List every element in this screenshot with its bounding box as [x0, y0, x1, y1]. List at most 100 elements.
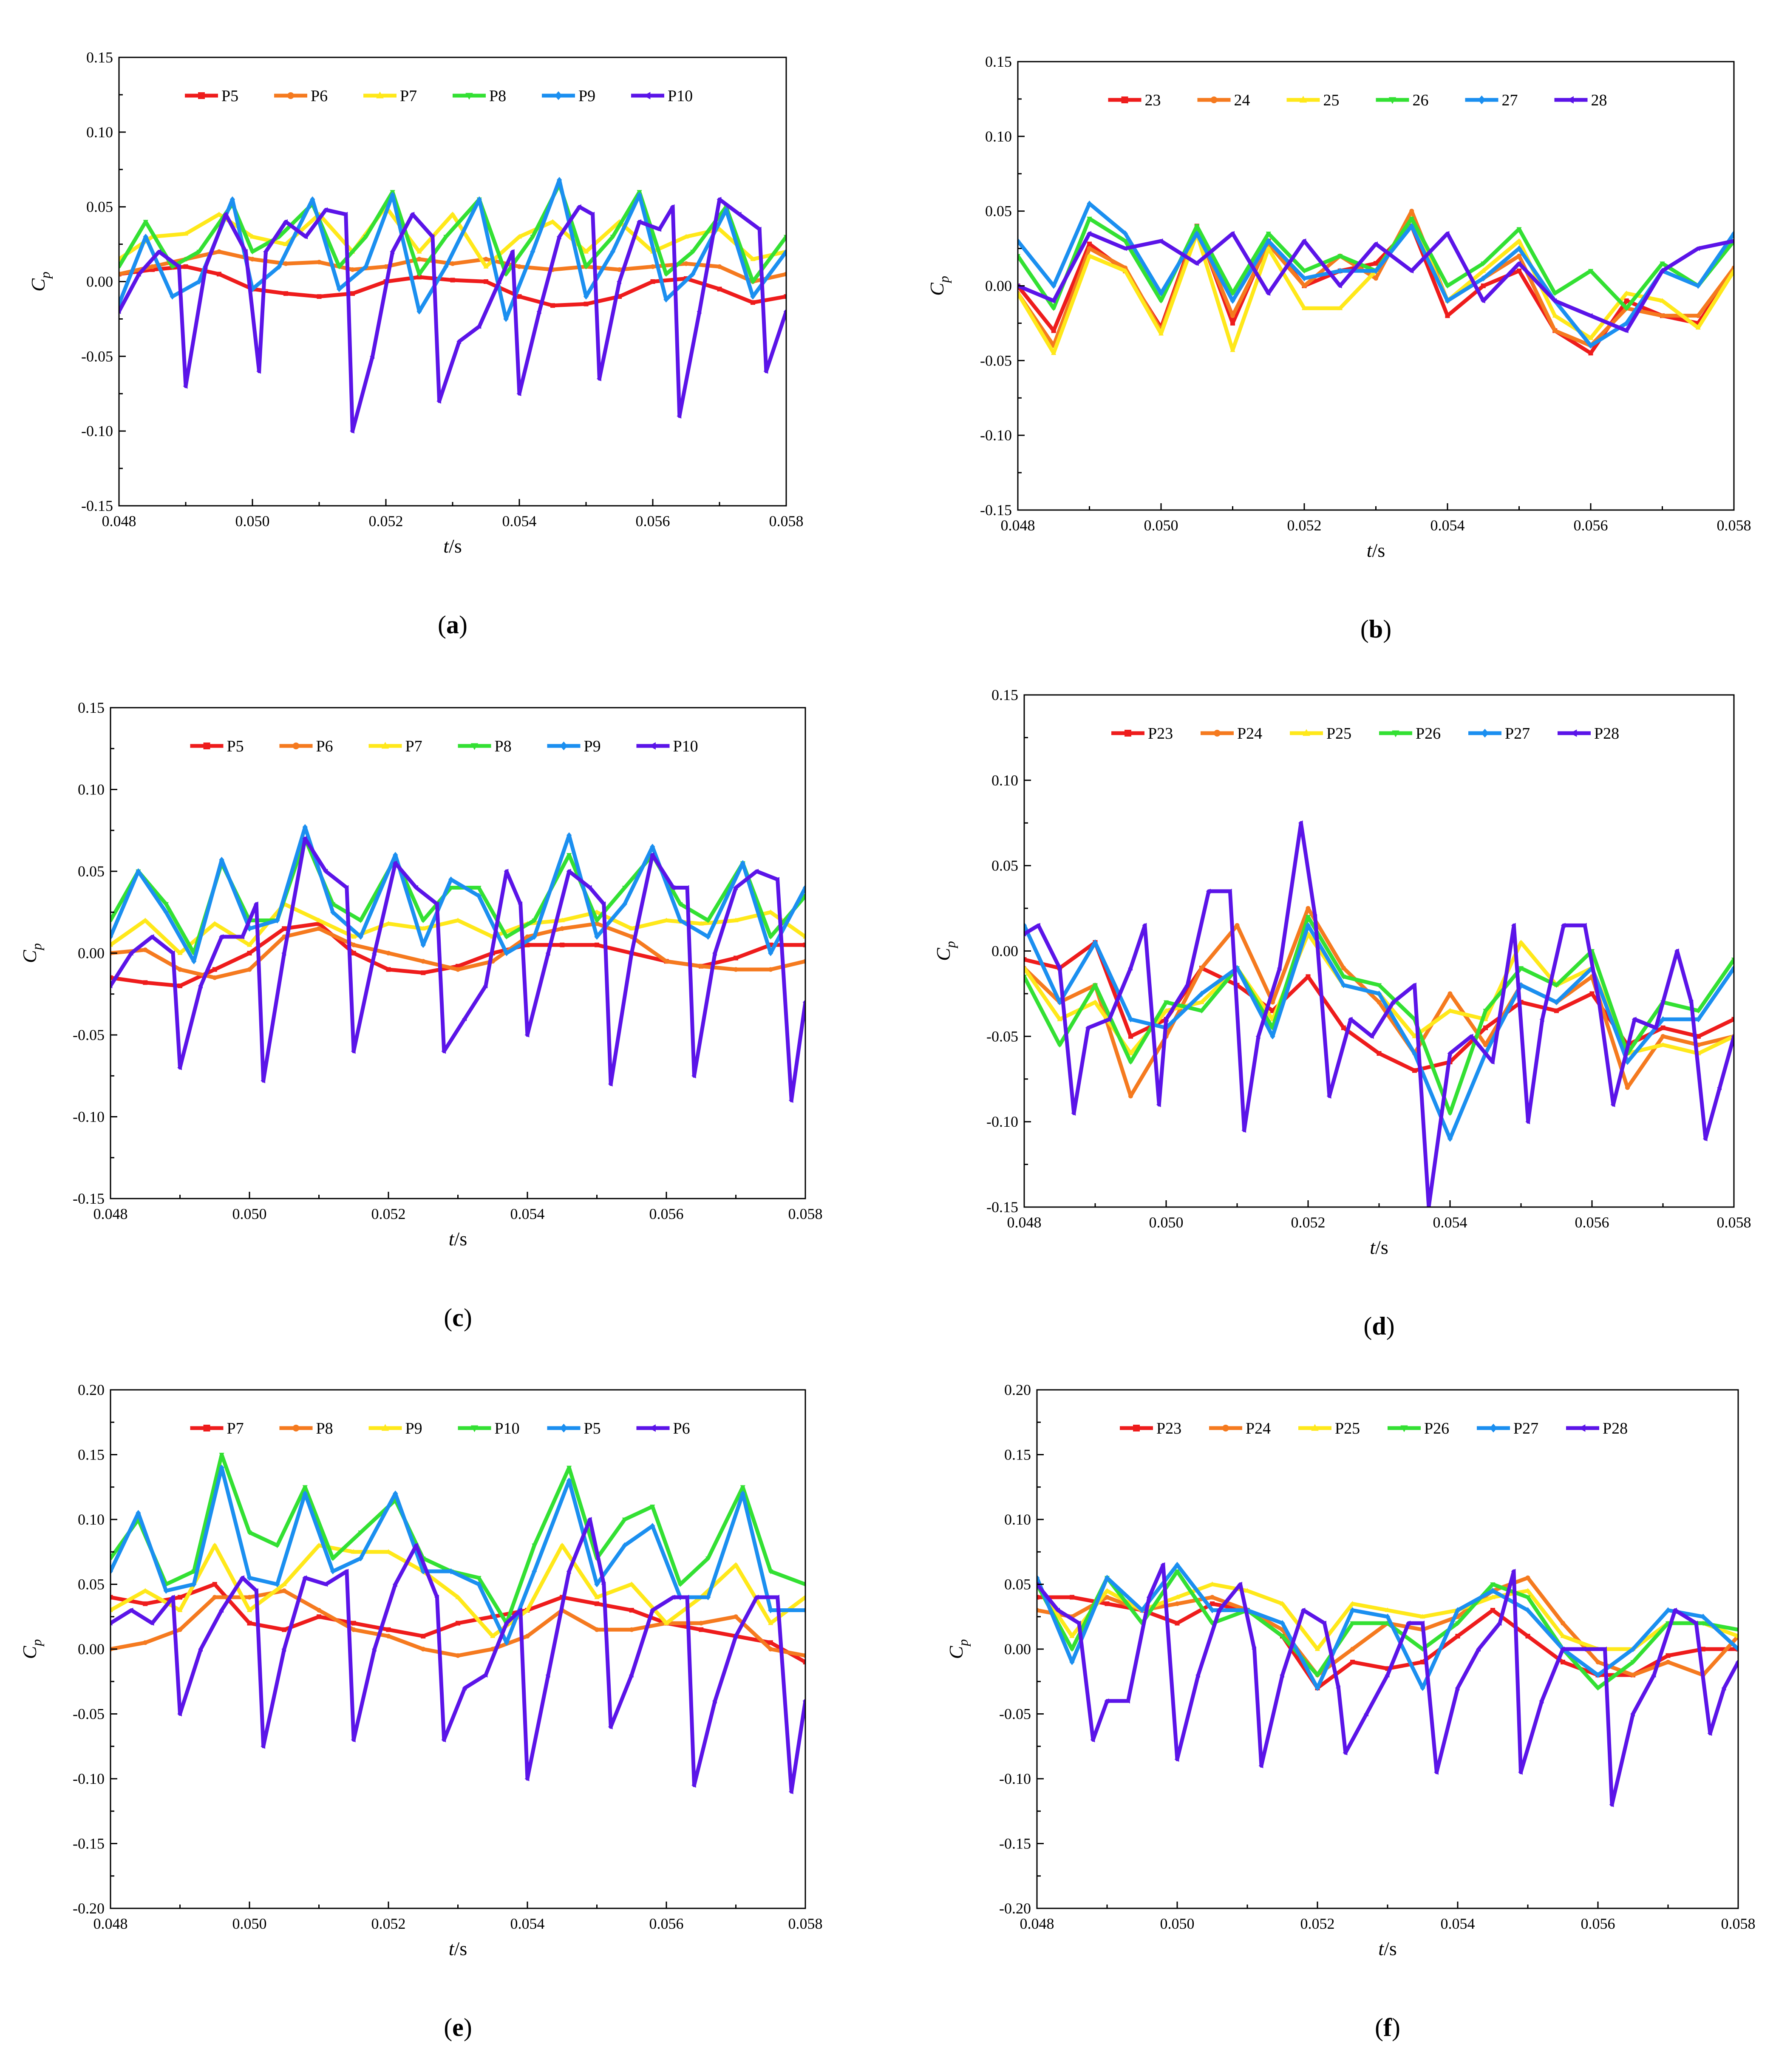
data-point-p24-9 [1350, 1647, 1355, 1652]
data-point-p10-28 [601, 901, 606, 907]
data-point-p25-20 [1735, 1633, 1738, 1638]
data-point-p10-11 [303, 234, 308, 240]
data-point-p5-7 [351, 951, 356, 955]
data-point-p6-15 [629, 934, 634, 939]
data-point-p5-5 [246, 1575, 252, 1581]
data-point-p8-5 [249, 249, 255, 255]
data-point-p6-26 [566, 1568, 571, 1574]
data-point-p26-17 [1630, 1660, 1636, 1665]
y-tick-label: 0.00 [78, 1641, 105, 1658]
data-point-p28-3 [1071, 1111, 1076, 1116]
data-point-p10-20 [677, 1582, 683, 1587]
data-point-p7-15 [629, 926, 634, 931]
data-point-p26-16 [1595, 1686, 1601, 1691]
data-point-p7-19 [768, 1640, 773, 1645]
data-point-p28-23 [1433, 1769, 1439, 1775]
data-point-p7-8 [385, 921, 391, 926]
chart-panel-a: 0.048 0.050 0.052 0.054 0.056 0.058 0.15 0.10 0.… [27, 49, 804, 639]
data-point-p28-5 [1106, 1017, 1111, 1022]
data-point-p6-8 [383, 264, 388, 269]
data-point-p6-33 [684, 1594, 689, 1600]
data-point-p7-2 [183, 231, 189, 236]
data-point-p26-8 [1305, 915, 1311, 920]
data-point-p8-17 [594, 918, 600, 924]
data-point-p28-9 [1195, 1672, 1200, 1678]
chart-panel-f: 0.048 0.050 0.052 0.054 0.056 0.058 0.20 0.15 0.… [945, 1381, 1756, 2041]
data-point-p24-2 [1105, 1595, 1110, 1600]
data-point-p9-24 [802, 884, 805, 891]
x-tick-label: 0.054 [510, 1915, 545, 1932]
data-point-p8-24 [783, 235, 786, 240]
x-tick-label: 0.048 [1001, 517, 1035, 534]
x-tick-label: 0.050 [235, 513, 270, 530]
data-point-p26-9 [1341, 975, 1346, 980]
data-point-p28-24 [1455, 1685, 1460, 1691]
data-point-p7-13 [550, 219, 555, 224]
data-point-p28-27 [1511, 923, 1516, 928]
data-point-p8-10 [456, 1653, 460, 1658]
legend: P23 P24 P25 P26 P27 P28 [1111, 725, 1619, 743]
data-point-27-14 [1516, 245, 1522, 252]
data-point-p9-5 [281, 1581, 287, 1586]
data-point-p28-40 [1731, 1035, 1734, 1038]
data-point-p7-0 [110, 942, 113, 947]
data-point-p28-13 [1241, 1128, 1246, 1133]
data-point-p6-14 [595, 921, 599, 926]
y-tick-label: 0.10 [78, 781, 105, 798]
chart-panel-e: 0.048 0.050 0.052 0.054 0.056 0.058 0.20 0.15 0.… [19, 1381, 823, 2041]
data-point-p27-10 [1385, 1613, 1391, 1620]
data-point-p7-9 [420, 926, 426, 931]
data-point-p9-5 [246, 925, 252, 932]
data-point-p8-15 [532, 918, 537, 924]
y-axis-title: Cp [926, 276, 952, 296]
data-point-p9-1 [136, 868, 141, 875]
data-point-p7-14 [595, 1601, 599, 1606]
data-point-p10-1 [128, 950, 133, 956]
data-point-p28-32 [1596, 999, 1601, 1005]
legend-label-p23: P23 [1156, 1420, 1181, 1437]
data-point-p6-24 [524, 1776, 530, 1782]
data-point-p28-20 [1385, 1672, 1390, 1678]
data-point-p28-7 [1142, 923, 1147, 928]
data-point-p6-4 [250, 257, 255, 262]
x-tick-label: 0.052 [1287, 517, 1322, 534]
data-point-p27-1 [1069, 1659, 1075, 1665]
data-point-p27-12 [1447, 1136, 1453, 1142]
data-point-p5-5 [282, 926, 287, 931]
data-point-p5-19 [650, 1523, 655, 1529]
y-tick-label: -0.15 [986, 1199, 1018, 1216]
data-point-p24-16 [1595, 1660, 1600, 1664]
y-tick-label: 0.15 [78, 1446, 105, 1463]
data-point-p23-2 [1105, 1601, 1110, 1606]
data-point-p27-17 [1630, 1646, 1636, 1652]
x-axis-title: t/s [1370, 1236, 1388, 1258]
data-point-p9-22 [740, 860, 745, 866]
data-point-26-3 [1122, 239, 1128, 244]
data-point-p10-37 [736, 212, 742, 217]
data-point-p28-31 [1581, 1646, 1586, 1652]
data-point-p10-22 [496, 279, 501, 284]
data-point-p10-30 [629, 950, 634, 956]
data-point-p24-5 [1210, 1595, 1215, 1600]
data-point-p25-18 [1660, 1042, 1666, 1047]
data-point-27-17 [1624, 320, 1629, 326]
x-tick-label: 0.056 [636, 513, 670, 530]
data-point-p9-12 [524, 1607, 530, 1612]
data-point-p9-7 [302, 824, 308, 831]
data-point-p9-19 [768, 1620, 773, 1625]
data-point-p26-0 [1024, 975, 1027, 980]
data-point-p9-4 [246, 1607, 252, 1612]
data-point-p6-10 [450, 261, 455, 266]
data-point-p8-8 [337, 264, 342, 269]
data-point-p6-7 [351, 942, 356, 947]
data-point-p28-20 [1369, 1034, 1374, 1039]
data-point-p10-23 [518, 901, 523, 907]
legend-label-p9: P9 [584, 737, 601, 755]
data-point-p28-5 [1125, 1698, 1130, 1704]
y-tick-label: -0.15 [999, 1835, 1031, 1852]
data-point-26-5 [1194, 224, 1200, 229]
y-tick-label: 0.15 [78, 699, 105, 716]
panel-label: (e) [444, 2013, 472, 2041]
data-point-p7-6 [316, 917, 322, 922]
data-point-p6-16 [664, 959, 669, 964]
